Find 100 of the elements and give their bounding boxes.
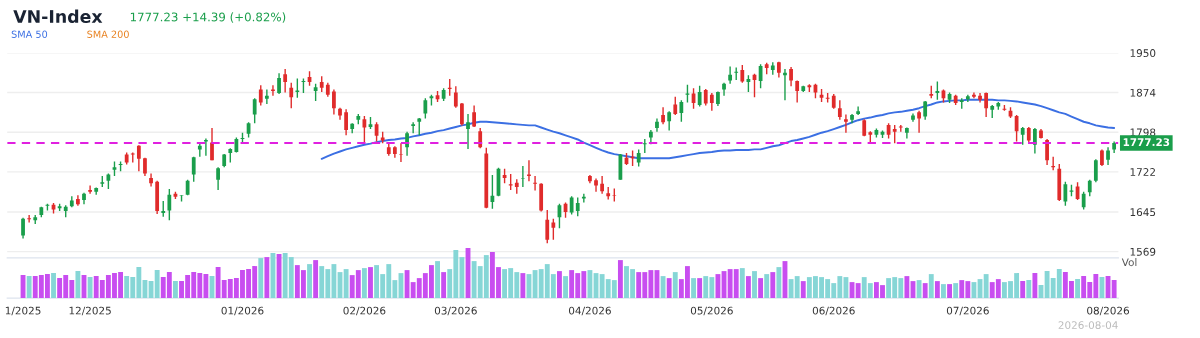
candlestick (136, 144, 141, 172)
bar (672, 272, 678, 299)
candlestick (258, 84, 263, 107)
bar (1075, 279, 1080, 299)
bar (51, 273, 56, 299)
y-tick-label: 1569 (1130, 247, 1156, 256)
bar (934, 281, 940, 299)
bar (520, 273, 526, 299)
candlestick (1063, 181, 1068, 207)
candlestick (27, 214, 32, 224)
bar (697, 278, 703, 299)
bar (617, 260, 623, 299)
candlestick (935, 80, 940, 101)
candlestick (789, 66, 793, 87)
candlestick (283, 68, 288, 94)
candlestick (277, 72, 281, 95)
bar (563, 276, 568, 299)
candlestick (344, 108, 348, 137)
x-tick-label: 1/2025 (5, 306, 41, 316)
candlestick (551, 218, 556, 241)
bar (764, 274, 770, 299)
bar (441, 272, 447, 299)
candlestick (472, 104, 476, 128)
ref-line-label: 1777.23 (1123, 138, 1170, 147)
x-tick-label: 12/2025 (69, 306, 111, 316)
bar (1026, 280, 1032, 299)
bar (307, 264, 312, 299)
bar (800, 281, 806, 299)
bar (587, 270, 593, 299)
y-tick-label: 1798 (1130, 128, 1156, 137)
bar (258, 258, 264, 299)
bar (776, 267, 782, 299)
bar (928, 274, 934, 299)
bar (173, 281, 178, 299)
candlestick (210, 127, 214, 162)
candlestick (667, 110, 672, 132)
bar (947, 284, 952, 299)
x-tick-label: 08/2026 (1087, 306, 1130, 316)
bar (739, 268, 745, 299)
candlestick (204, 137, 208, 157)
candlestick (411, 121, 416, 134)
bar (941, 284, 946, 299)
candlestick (191, 156, 196, 183)
bar (313, 260, 319, 299)
x-tick-label: 03/2026 (434, 306, 477, 316)
bar (1020, 281, 1026, 299)
candlestick (520, 165, 525, 188)
candlestick (295, 77, 300, 99)
candlestick (453, 85, 458, 109)
bar (368, 267, 373, 299)
candlestick (1033, 127, 1037, 155)
candlestick (527, 159, 531, 182)
candlestick (216, 166, 220, 191)
bar (154, 270, 160, 299)
candlestick (1093, 158, 1098, 183)
candlestick (728, 65, 733, 85)
bar (758, 278, 764, 299)
candlestick (264, 88, 269, 105)
bar (660, 276, 666, 299)
candlestick (332, 88, 336, 116)
chart-subtitle: 1777.23 +14.39 (+0.82%) (130, 12, 286, 23)
text: 2026-08-04 (1058, 321, 1118, 330)
y-tick-label: 1722 (1130, 168, 1155, 176)
bar (691, 278, 696, 299)
candlestick (679, 99, 684, 123)
candlestick (21, 217, 25, 240)
bar (752, 271, 757, 299)
candlestick (533, 175, 537, 192)
bar (1032, 273, 1038, 299)
candlestick (545, 209, 550, 244)
candlestick (844, 113, 848, 134)
bar (87, 277, 93, 299)
bar (75, 271, 81, 299)
candlestick (167, 188, 172, 222)
candlestick (569, 195, 574, 216)
x-tick-label: 02/2026 (343, 306, 386, 316)
bar (953, 283, 959, 299)
bar (983, 274, 989, 299)
candlestick (1051, 156, 1056, 171)
bar (745, 276, 751, 299)
bar (855, 283, 861, 299)
candlestick (271, 84, 275, 97)
bar (343, 269, 349, 299)
bar (26, 276, 32, 299)
bar (435, 261, 440, 299)
x-tick-label: 04/2026 (568, 306, 611, 316)
candlestick (466, 113, 470, 150)
x-tick-label: 06/2026 (812, 306, 855, 316)
bar (264, 257, 270, 299)
bar (904, 276, 910, 299)
x-tick-label: 07/2026 (946, 306, 989, 316)
y-tick-label: 1645 (1130, 208, 1156, 217)
candlestick (673, 96, 678, 116)
candlestick (697, 85, 702, 108)
x-tick-label: 01/2026 (221, 306, 264, 316)
bar (1111, 280, 1117, 299)
candlestick (88, 184, 92, 195)
candlestick (289, 81, 294, 109)
bar (666, 278, 672, 299)
y-tick-label: 1950 (1130, 49, 1156, 57)
